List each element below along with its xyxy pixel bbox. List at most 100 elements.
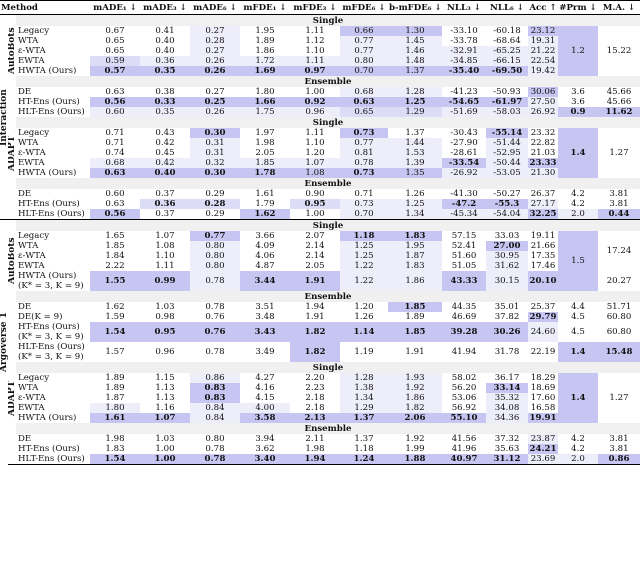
method-name: ε-WTA	[16, 148, 90, 158]
metric-cell: 0.78	[340, 158, 388, 168]
method-name-text: EWTA	[18, 403, 45, 413]
metric-cell: 1.29	[388, 107, 442, 117]
metric-cell: 1.08	[290, 168, 340, 178]
model-label-spacer	[8, 219, 16, 231]
method-name: Legacy	[16, 373, 90, 383]
metric-cell: 0.27	[190, 46, 240, 56]
metric-cell: -26.92	[442, 168, 486, 178]
method-name: HT-Ens (Ours)	[16, 444, 90, 454]
metric-cell: 0.81	[340, 148, 388, 158]
metric-cell: 60.80	[606, 327, 632, 337]
metric-cell: 0.29	[205, 189, 225, 199]
metric-cell: 15.48	[598, 342, 640, 362]
method-name: HWTA (Ours)	[16, 66, 90, 76]
table-row: ε-WTA 0.65 0.40 0.27 1.86 1.10 0.77 1.46 -32.91-…	[0, 46, 640, 56]
metric-cell: 0.70	[340, 209, 388, 220]
ma-cell: 20.27	[606, 276, 632, 286]
metric-cell: 0.42	[140, 158, 190, 168]
metric-cell: 1.82	[290, 322, 340, 342]
method-name-text: WTA	[18, 138, 39, 148]
table-row: HLT-Ens (Ours) 1.54 1.00 0.78 3.40 1.94 1.24 1.…	[0, 454, 640, 465]
ma-cell: 1.27	[609, 148, 629, 158]
metric-cell: 1.03	[155, 434, 175, 444]
metric-cell: 26.37	[530, 189, 556, 199]
metric-cell: 0.63	[105, 87, 125, 97]
metric-cell: 1.13	[155, 383, 175, 393]
metric-cell: 1.25	[388, 199, 442, 209]
metric-cell: 41.96	[451, 444, 477, 454]
table-row: ADAPT Legacy 1.89 1.15 0.86 4.27 2.20 1.28 1.93 5…	[0, 373, 640, 423]
metric-cell: 44.35	[451, 302, 477, 312]
metric-cell: 1.95	[388, 241, 442, 251]
model-label: ADAPT	[8, 380, 16, 416]
method-name-text: HLT-Ens (Ours)	[18, 209, 85, 219]
metric-cell: 1.37	[388, 66, 442, 76]
metric-cell: 1.00	[140, 454, 190, 465]
metric-cell: 0.92	[290, 97, 340, 107]
section-header-row: Single	[0, 117, 640, 128]
metric-cell: 1.18	[354, 444, 374, 454]
method-name: WTA	[16, 241, 90, 251]
metric-cell: 1.10	[155, 251, 175, 261]
table-row: AutoBots Legacy 1.65 1.07 0.77 3.66 2.07 1.18 1.…	[0, 231, 640, 291]
metric-cell: 1.35	[388, 168, 442, 178]
metric-cell: 1.86	[388, 393, 442, 403]
metric-cell: 1.89	[405, 312, 425, 322]
ma-cell: 17.24	[606, 246, 632, 256]
results-table: Method mADE₁ ↓ mADE₃ ↓ mADE₆ ↓ mFDE₁ ↓ m…	[0, 0, 640, 465]
metric-cell: 1.66	[240, 97, 290, 107]
metric-cell: -50.93	[493, 87, 521, 97]
metric-cell: 3.6	[571, 97, 585, 107]
method-name: HWTA (Ours)	[16, 168, 90, 178]
metric-cell: 1.83	[388, 231, 442, 241]
method-name: ε-WTA	[16, 251, 90, 261]
metric-cell: 0.25	[190, 97, 240, 107]
metric-cell: 1.15	[155, 373, 175, 383]
metric-cell: 0.76	[190, 322, 240, 342]
model-label: AutoBots	[8, 27, 16, 75]
model-label-spacer	[8, 87, 16, 97]
header-col: b-mFDE₆ ↓	[388, 0, 442, 15]
metric-cell: 1.80	[255, 87, 275, 97]
metric-cell: 33.14	[486, 383, 528, 393]
metric-cell: 0.45	[155, 148, 175, 158]
metric-cell: 0.77	[340, 138, 388, 148]
model-label-spacer	[8, 199, 16, 209]
metric-cell: 0.60	[90, 107, 140, 117]
metric-cell: 37.82	[494, 312, 520, 322]
metric-cell: 31.62	[486, 261, 528, 271]
metric-cell: 31.12	[486, 454, 528, 465]
metric-cell: 1.85	[240, 158, 290, 168]
method-name: WTA	[16, 383, 90, 393]
metric-cell: 3.49	[255, 347, 275, 357]
metric-cell: 0.40	[155, 36, 175, 46]
table-header-row: Method mADE₁ ↓ mADE₃ ↓ mADE₆ ↓ mFDE₁ ↓ m…	[0, 0, 640, 15]
table-row: WTA 0.65 0.40 0.28 1.89 1.12 0.77 1.45 -33.78 -68…	[0, 36, 640, 46]
metric-cell: 1.14	[340, 322, 388, 342]
method-name-text: Legacy	[18, 231, 50, 241]
metric-cell: 0.84	[190, 403, 240, 413]
metric-cell: 23.69	[528, 454, 558, 465]
metric-cell: 0.86	[190, 373, 240, 383]
section-header-row: Ensemble	[0, 423, 640, 434]
metric-cell: 2.06	[388, 413, 442, 423]
metric-cell: 45.66	[606, 97, 632, 107]
metric-cell: 1.92	[405, 434, 425, 444]
metric-cell: 1.22	[340, 271, 388, 291]
metric-cell: 1.91	[290, 271, 340, 291]
metric-cell: 1.10	[305, 138, 325, 148]
metric-cell: 0.67	[105, 26, 125, 36]
metric-cell: 0.97	[290, 66, 340, 76]
table-row: DE 1.62 1.03 0.78 3.51 1.94 1.20 1.85 44.35 35.01…	[0, 302, 640, 312]
method-name: HT-Ens (Ours)	[16, 97, 90, 107]
metric-cell: 1.85	[388, 322, 442, 342]
metric-cell: 17.46	[530, 261, 556, 271]
model-label-spacer	[8, 362, 16, 373]
method-name: ε-WTA	[16, 393, 90, 403]
method-name-text: WTA	[18, 241, 39, 251]
metric-cell: 0.73	[340, 199, 388, 209]
method-name-text: HWTA (Ours)	[18, 66, 77, 76]
table-row: DE 0.60 0.37 0.29 1.61 0.90 0.71 1.26 -41.30 -50.…	[0, 189, 640, 199]
metric-cell: 0.38	[155, 87, 175, 97]
